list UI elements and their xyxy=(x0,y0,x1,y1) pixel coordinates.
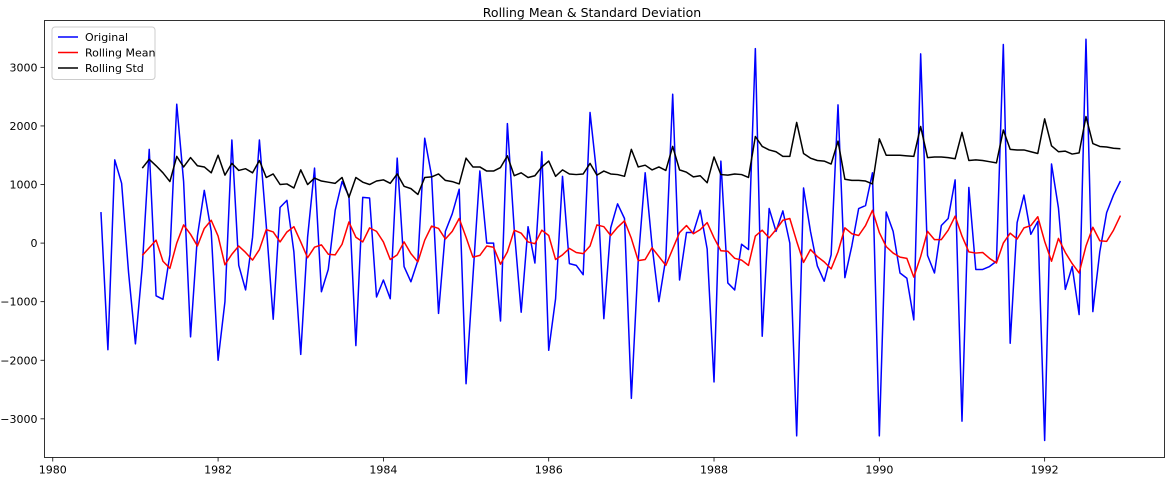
x-tick-label: 1992 xyxy=(1031,464,1059,477)
plot-frame xyxy=(44,20,1165,458)
x-tick-label: 1984 xyxy=(369,464,397,477)
legend: Original Rolling Mean Rolling Std xyxy=(51,26,156,80)
y-tick-label: 3000 xyxy=(10,61,38,74)
axis-layer: 1980 1982 1984 1986 1988 1990 1992 −3000 −2000 −1… xyxy=(0,61,1058,476)
legend-label: Rolling Mean xyxy=(85,47,155,60)
legend-box xyxy=(51,26,156,80)
x-tick-label: 1980 xyxy=(39,464,67,477)
x-tick-label: 1982 xyxy=(204,464,232,477)
legend-label: Original xyxy=(85,31,128,44)
y-tick-label: 0 xyxy=(31,237,38,250)
series-line-rolling-mean xyxy=(141,209,1122,278)
y-tick-label: −2000 xyxy=(0,354,37,367)
x-tick-label: 1986 xyxy=(535,464,563,477)
y-tick-label: −3000 xyxy=(0,413,37,426)
x-tick-label: 1990 xyxy=(865,464,893,477)
y-tick-label: 2000 xyxy=(10,120,38,133)
y-tick-label: 1000 xyxy=(10,179,38,192)
x-tick-label: 1988 xyxy=(700,464,728,477)
y-tick-label: −1000 xyxy=(0,296,37,309)
series-layer xyxy=(100,38,1122,442)
chart-title: Rolling Mean & Standard Deviation xyxy=(483,5,701,20)
series-line-rolling-std xyxy=(141,115,1121,199)
series-line-original xyxy=(100,38,1122,442)
legend-label: Rolling Std xyxy=(85,62,144,75)
